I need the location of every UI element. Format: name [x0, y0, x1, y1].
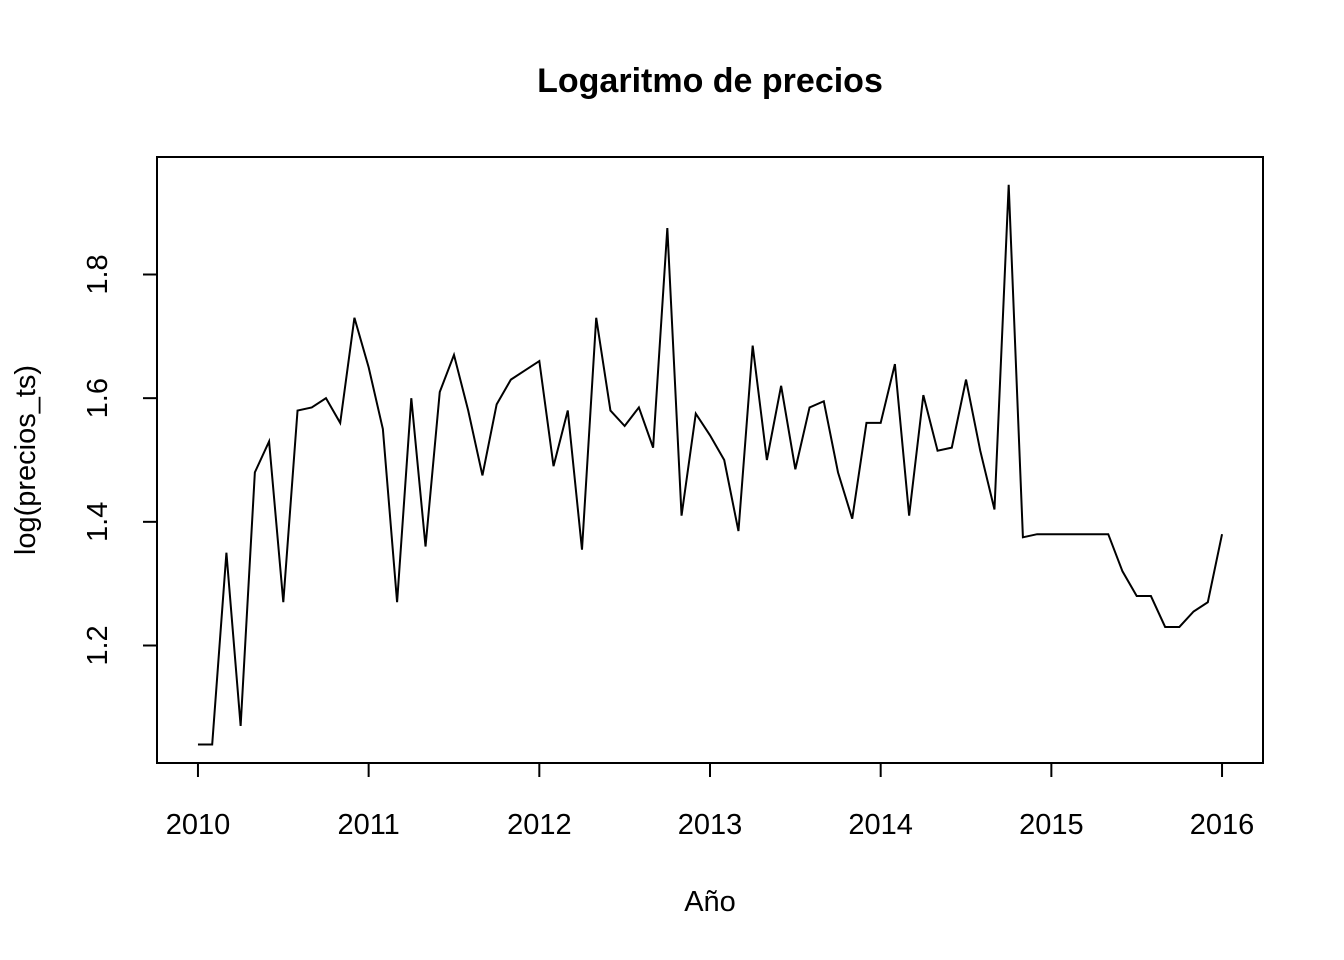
- chart-title: Logaritmo de precios: [537, 62, 883, 100]
- y-tick-label: 1.2: [82, 625, 114, 665]
- x-tick-label: 2010: [166, 809, 231, 841]
- x-tick-label: 2012: [507, 809, 572, 841]
- series-line: [197, 184, 1224, 746]
- series-layer: [197, 184, 1224, 746]
- y-axis: 1.2 1.4 1.6 1.8: [82, 254, 158, 666]
- plot-frame: [156, 156, 1264, 764]
- x-axis-label: Año: [684, 886, 736, 918]
- x-tick-label: 2016: [1190, 809, 1255, 841]
- y-tick-label: 1.4: [82, 502, 114, 542]
- x-tick-label: 2015: [1019, 809, 1084, 841]
- x-tick-label: 2011: [337, 809, 399, 841]
- y-tick-label: 1.8: [82, 254, 114, 294]
- x-tick-label: 2014: [848, 809, 913, 841]
- x-axis: 2010 2011 2012 2013 2014 2015 2016: [166, 762, 1255, 841]
- x-tick-label: 2013: [678, 809, 743, 841]
- y-tick-label: 1.6: [82, 378, 114, 418]
- y-axis-label: log(precios_ts): [10, 365, 42, 555]
